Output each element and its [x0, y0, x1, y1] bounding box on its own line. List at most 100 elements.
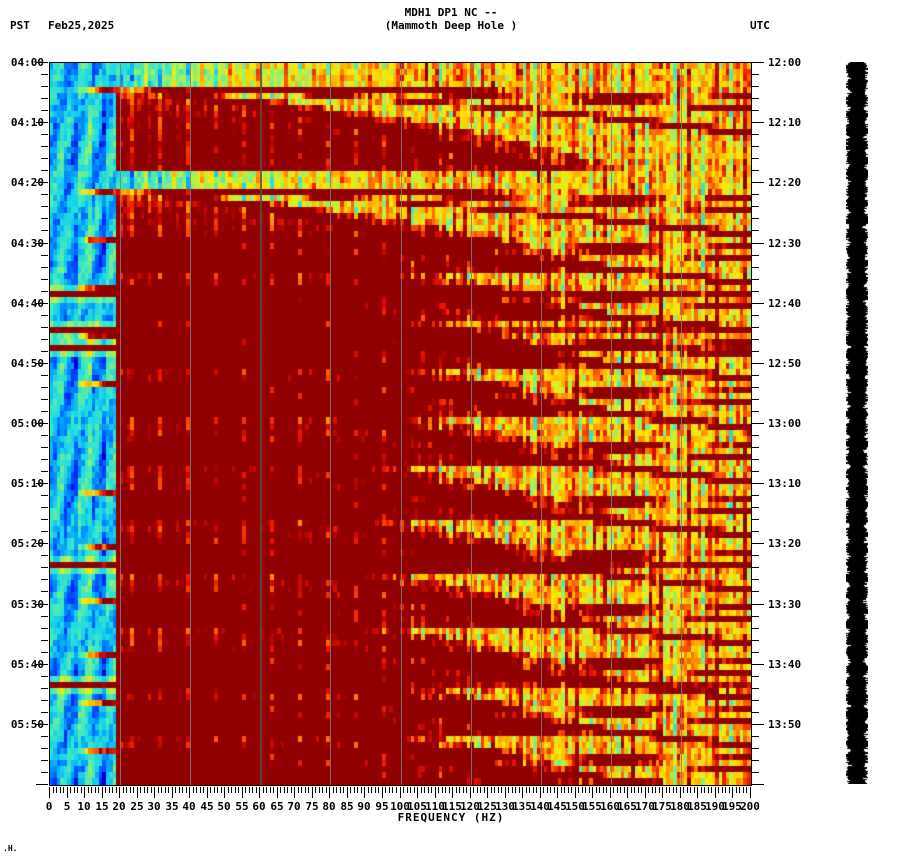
frequency-tick [88, 787, 89, 793]
frequency-tick [60, 787, 61, 793]
pst-tick [41, 86, 48, 87]
frequency-tick [256, 787, 257, 793]
pst-tick [41, 74, 48, 75]
utc-tick [752, 339, 759, 340]
frequency-tick [329, 787, 330, 798]
utc-tick [752, 134, 759, 135]
frequency-tick [564, 787, 565, 793]
frequency-tick [575, 787, 576, 798]
pst-tick [41, 652, 48, 653]
pst-time-label: 04:00 [10, 56, 44, 69]
pst-time-label: 04:40 [10, 297, 44, 310]
frequency-tick [375, 787, 376, 793]
utc-tick [752, 351, 759, 352]
frequency-tick [354, 787, 355, 793]
frequency-tick [238, 787, 239, 793]
utc-tick [752, 267, 759, 268]
frequency-tick [175, 787, 176, 793]
frequency-tick [119, 787, 120, 798]
frequency-tick [291, 787, 292, 793]
utc-tick [752, 555, 759, 556]
pst-time-label: 05:40 [10, 658, 44, 671]
frequency-tick [116, 787, 117, 793]
frequency-tick [529, 787, 530, 793]
utc-tick [752, 700, 759, 701]
pst-tick [36, 483, 48, 484]
pst-tick [41, 291, 48, 292]
frequency-tick [746, 787, 747, 793]
utc-tick [752, 255, 759, 256]
pst-tick [41, 616, 48, 617]
frequency-tick [729, 787, 730, 793]
pst-time-label: 04:30 [10, 237, 44, 250]
frequency-tick [701, 787, 702, 793]
utc-tick [752, 604, 764, 605]
frequency-tick [235, 787, 236, 793]
frequency-tick [442, 787, 443, 793]
frequency-tick [589, 787, 590, 793]
frequency-tick [547, 787, 548, 793]
frequency-tick [414, 787, 415, 793]
timezone-label-left: PST [10, 19, 30, 32]
frequency-tick [284, 787, 285, 793]
utc-tick [752, 459, 759, 460]
frequency-tick [126, 787, 127, 793]
pst-time-label: 05:20 [10, 537, 44, 550]
utc-tick [752, 447, 759, 448]
utc-tick [752, 616, 759, 617]
frequency-tick [112, 787, 113, 793]
frequency-tick [259, 787, 260, 798]
utc-tick [752, 279, 759, 280]
frequency-tick [540, 787, 541, 798]
pst-tick [36, 303, 48, 304]
spectrogram-plot[interactable] [49, 62, 752, 786]
frequency-tick [343, 787, 344, 793]
frequency-tick [228, 787, 229, 793]
frequency-tick [221, 787, 222, 793]
frequency-tick [277, 787, 278, 798]
frequency-tick [438, 787, 439, 793]
utc-tick [752, 315, 759, 316]
utc-tick [752, 640, 759, 641]
frequency-tick [606, 787, 607, 793]
frequency-tick [294, 787, 295, 798]
page-title: MDH1 DP1 NC -- [404, 6, 498, 19]
frequency-tick [186, 787, 187, 793]
frequency-tick [336, 787, 337, 793]
frequency-tick [449, 787, 450, 793]
pst-tick [41, 640, 48, 641]
frequency-tick [659, 787, 660, 793]
pst-tick [41, 315, 48, 316]
utc-tick [752, 363, 764, 364]
frequency-tick [214, 787, 215, 793]
utc-tick [752, 471, 759, 472]
frequency-tick [249, 787, 250, 793]
pst-tick [36, 724, 48, 725]
frequency-tick [396, 787, 397, 793]
frequency-tick [91, 787, 92, 793]
pst-tick [41, 700, 48, 701]
frequency-tick [378, 787, 379, 793]
utc-time-label: 12:20 [768, 176, 802, 189]
frequency-tick [652, 787, 653, 793]
frequency-tick [645, 787, 646, 798]
pst-tick [41, 772, 48, 773]
frequency-tick [403, 787, 404, 793]
pst-tick [41, 507, 48, 508]
frequency-tick [53, 787, 54, 793]
page-subtitle: (Mammoth Deep Hole ) [384, 19, 518, 32]
frequency-tick [750, 787, 751, 798]
utc-tick [752, 784, 764, 785]
pst-tick [41, 748, 48, 749]
utc-tick [752, 327, 759, 328]
utc-tick [752, 122, 764, 123]
frequency-tick [210, 787, 211, 793]
frequency-tick [536, 787, 537, 793]
pst-tick [41, 387, 48, 388]
pst-tick [41, 206, 48, 207]
frequency-tick [466, 787, 467, 793]
frequency-axis-title: FREQUENCY (HZ) [397, 811, 505, 824]
frequency-tick [508, 787, 509, 793]
frequency-tick [357, 787, 358, 793]
frequency-tick [694, 787, 695, 793]
